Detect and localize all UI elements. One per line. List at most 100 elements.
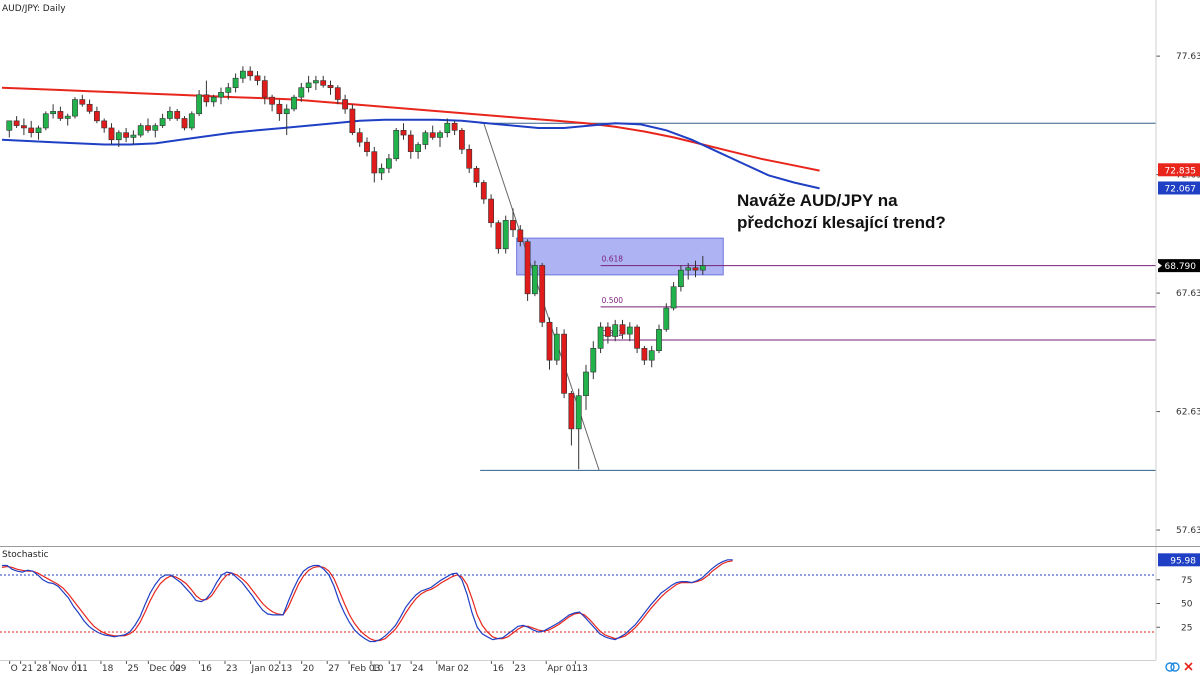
candle — [466, 144, 473, 173]
candle-body — [269, 96, 275, 105]
annotation-line-1: Naváže AUD/JPY na — [737, 191, 898, 210]
candle — [685, 263, 692, 280]
price-tag-bg — [1158, 259, 1200, 273]
candle — [108, 123, 115, 145]
candle-body — [648, 350, 655, 361]
candle-body — [240, 70, 246, 79]
candle — [232, 73, 239, 93]
candle-body — [553, 333, 560, 361]
candle — [619, 319, 626, 339]
moving-averages — [1, 86, 820, 190]
candle — [692, 260, 699, 278]
candle — [123, 127, 129, 143]
candle-body — [291, 96, 297, 110]
x-tick-label: 24 — [412, 664, 424, 674]
candle — [50, 104, 56, 119]
candle — [626, 322, 633, 342]
candle — [656, 324, 662, 354]
x-tick-label: Dec 02 — [149, 664, 181, 674]
stoch-tag: 95.98 — [1158, 553, 1200, 567]
candle — [327, 80, 334, 95]
candle — [510, 208, 516, 237]
candle-body — [94, 111, 100, 122]
candle — [218, 87, 224, 105]
candle-body — [590, 348, 597, 373]
candle-body — [72, 99, 78, 117]
candle-body — [422, 132, 429, 145]
candle — [495, 220, 502, 254]
fib-level-label: 0.618 — [602, 255, 624, 264]
candle — [356, 127, 363, 147]
candle-body — [283, 108, 290, 115]
candle-body — [612, 324, 619, 337]
candle-body — [692, 267, 699, 271]
candle-body — [159, 118, 166, 126]
candle-body — [583, 371, 589, 397]
candle — [612, 319, 619, 342]
candle-body — [407, 134, 414, 152]
stoch-k-line — [2, 559, 733, 643]
candle-body — [152, 125, 159, 131]
x-tick-label: 13 — [281, 664, 292, 674]
candle-body — [415, 144, 421, 152]
candle-body — [50, 111, 56, 115]
candle — [291, 94, 297, 112]
price-tag-label: 72.067 — [1165, 184, 1197, 194]
candle — [583, 364, 589, 410]
annotation-line-2: předchozí klesající trend? — [737, 213, 946, 232]
candle-body — [108, 127, 115, 141]
candle — [298, 82, 305, 102]
x-tick-label: 18 — [102, 664, 114, 674]
candle — [312, 75, 319, 91]
candle-body — [385, 158, 392, 169]
candle-body — [437, 132, 443, 138]
candle-body — [561, 333, 567, 394]
candle — [196, 90, 202, 117]
candle-body — [137, 125, 144, 136]
candle — [240, 66, 246, 83]
candle — [94, 106, 100, 124]
candle — [517, 225, 524, 247]
stochastic-pane[interactable]: 75 50 25 95.98 — [0, 553, 1200, 643]
candle — [524, 239, 531, 301]
candle — [393, 127, 400, 162]
candle — [371, 146, 378, 183]
candle — [334, 85, 341, 105]
settings-icon[interactable] — [1165, 662, 1180, 672]
candle — [20, 118, 27, 136]
close-icon[interactable] — [1184, 662, 1193, 671]
candle-body — [670, 286, 677, 309]
candle — [42, 111, 49, 131]
candle-body — [539, 265, 546, 323]
candle — [364, 137, 370, 157]
x-tick-label: 11 — [76, 664, 87, 674]
x-tick-label: 20 — [303, 664, 315, 674]
candle-body — [517, 229, 524, 242]
candle — [254, 71, 261, 86]
candle-body — [495, 222, 502, 250]
candle-body — [42, 113, 49, 129]
symbol-label-bg — [0, 1, 58, 14]
candle — [502, 215, 509, 254]
candle — [415, 142, 421, 159]
candle — [378, 163, 385, 181]
candle-body — [510, 220, 516, 231]
stoch-tag-label: 95.98 — [1170, 556, 1196, 566]
candle-body — [334, 87, 341, 100]
candle — [283, 104, 290, 136]
candle — [6, 120, 13, 138]
candle — [429, 125, 436, 140]
candle — [531, 260, 538, 297]
candle-body — [101, 120, 108, 129]
candle-body — [458, 130, 465, 150]
candle-body — [364, 141, 370, 152]
candle — [174, 109, 181, 121]
candle-body — [254, 75, 261, 81]
candle-body — [145, 125, 151, 131]
candle-body — [123, 132, 129, 138]
stoch-tick-label: 50 — [1181, 600, 1193, 610]
candle — [473, 165, 480, 188]
candle — [203, 80, 210, 107]
candle-body — [276, 103, 283, 115]
